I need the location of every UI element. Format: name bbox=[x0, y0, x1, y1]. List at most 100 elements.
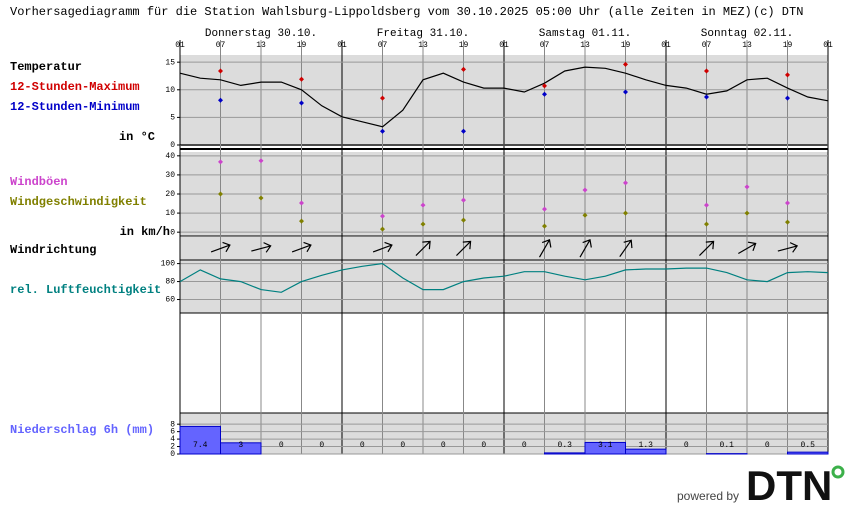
bar-label: 0 bbox=[441, 441, 446, 450]
bar bbox=[787, 451, 829, 455]
bar-label: 0 bbox=[481, 441, 486, 450]
point bbox=[744, 210, 750, 216]
point bbox=[420, 202, 426, 208]
point bbox=[461, 197, 466, 203]
bar-label: 3.1 bbox=[598, 441, 613, 450]
point bbox=[218, 191, 223, 197]
point bbox=[542, 83, 547, 89]
bar-label: 0 bbox=[522, 441, 527, 450]
copyright: (c) DTN bbox=[753, 5, 803, 19]
bar-label: 1.3 bbox=[639, 441, 654, 450]
point bbox=[258, 195, 264, 201]
bar-label: 0 bbox=[765, 441, 770, 450]
point bbox=[461, 128, 466, 134]
bar-label: 3 bbox=[238, 441, 243, 450]
point bbox=[380, 95, 385, 101]
bar-label: 7.4 bbox=[193, 441, 208, 450]
point bbox=[542, 91, 547, 97]
wind-arrow bbox=[538, 239, 552, 258]
y-tick-label: 80 bbox=[165, 278, 175, 287]
y-tick-label: 8 bbox=[170, 420, 175, 429]
y-tick-label: 4 bbox=[170, 435, 175, 444]
point bbox=[785, 72, 790, 78]
point bbox=[623, 61, 628, 67]
point bbox=[582, 187, 588, 193]
logo-dot bbox=[831, 465, 845, 479]
bar-label: 0 bbox=[360, 441, 365, 450]
wind-arrow bbox=[251, 242, 272, 253]
day-label: Samstag 01.11. bbox=[539, 28, 631, 40]
panel-title: rel. Luftfeuchtigkeit bbox=[10, 283, 161, 297]
point bbox=[420, 221, 426, 227]
point bbox=[218, 68, 223, 74]
bar-label: 0 bbox=[279, 441, 284, 450]
point bbox=[299, 200, 304, 206]
powered-by: powered by bbox=[677, 489, 739, 503]
point bbox=[299, 218, 304, 224]
wind-arrow bbox=[210, 241, 231, 253]
point bbox=[623, 180, 628, 186]
wind-arrow bbox=[579, 239, 592, 258]
point bbox=[785, 219, 790, 225]
point bbox=[582, 212, 588, 218]
y-tick-label: 6 bbox=[170, 428, 175, 437]
bar bbox=[220, 442, 262, 455]
panel-title: Windrichtung bbox=[10, 243, 96, 257]
line bbox=[179, 66, 829, 128]
point bbox=[744, 184, 750, 190]
bar-label: 0.1 bbox=[720, 441, 735, 450]
wind-arrow bbox=[415, 240, 431, 256]
legend-label: 12-Stunden-Minimum bbox=[10, 100, 140, 114]
title: Vorhersagediagramm für die Station Wahls… bbox=[10, 5, 752, 19]
point bbox=[461, 66, 466, 72]
point bbox=[258, 158, 264, 164]
line bbox=[179, 262, 829, 293]
point bbox=[542, 223, 547, 229]
point bbox=[623, 210, 628, 216]
wind-arrow bbox=[699, 240, 715, 256]
bar bbox=[625, 448, 667, 455]
y-tick-label: 10 bbox=[165, 209, 175, 218]
bar-label: 0.3 bbox=[558, 441, 573, 450]
y-tick-label: 30 bbox=[165, 171, 175, 180]
point bbox=[704, 68, 709, 74]
legend-label: 12-Stunden-Maximum bbox=[10, 80, 140, 94]
bar bbox=[584, 441, 626, 455]
point bbox=[704, 94, 709, 100]
wind-arrow bbox=[777, 242, 799, 253]
point bbox=[299, 76, 304, 82]
y-tick-label: 0 bbox=[170, 141, 175, 150]
panel-title: Temperatur bbox=[10, 60, 82, 74]
point bbox=[461, 217, 466, 223]
y-tick-label: 2 bbox=[170, 443, 175, 452]
y-tick-label: 5 bbox=[170, 114, 175, 123]
unit-label: in km/h bbox=[120, 225, 170, 239]
y-tick-label: 100 bbox=[161, 260, 176, 269]
logo: DTN bbox=[746, 462, 832, 509]
legend-label: Windböen bbox=[10, 175, 68, 189]
point bbox=[218, 97, 223, 103]
wind-arrow bbox=[738, 241, 757, 255]
bar-label: 0 bbox=[319, 441, 324, 450]
bar-label: 0.5 bbox=[801, 441, 816, 450]
point bbox=[380, 213, 385, 219]
y-tick-label: 40 bbox=[165, 152, 175, 161]
point bbox=[380, 128, 385, 134]
point bbox=[704, 221, 709, 227]
day-label: Donnerstag 30.10. bbox=[205, 28, 317, 40]
legend-label: Windgeschwindigkeit bbox=[10, 195, 147, 209]
unit-label: in °C bbox=[119, 130, 155, 144]
y-tick-label: 0 bbox=[170, 228, 175, 237]
y-tick-label: 60 bbox=[165, 296, 175, 305]
y-tick-label: 20 bbox=[165, 190, 175, 199]
point bbox=[299, 100, 304, 106]
day-label: Sonntag 02.11. bbox=[701, 28, 793, 40]
wind-arrow bbox=[619, 239, 633, 258]
point bbox=[623, 89, 628, 95]
point bbox=[380, 226, 385, 232]
bar-label: 0 bbox=[684, 441, 689, 450]
y-tick-label: 10 bbox=[165, 86, 175, 95]
point bbox=[218, 159, 223, 165]
bar bbox=[179, 425, 221, 455]
